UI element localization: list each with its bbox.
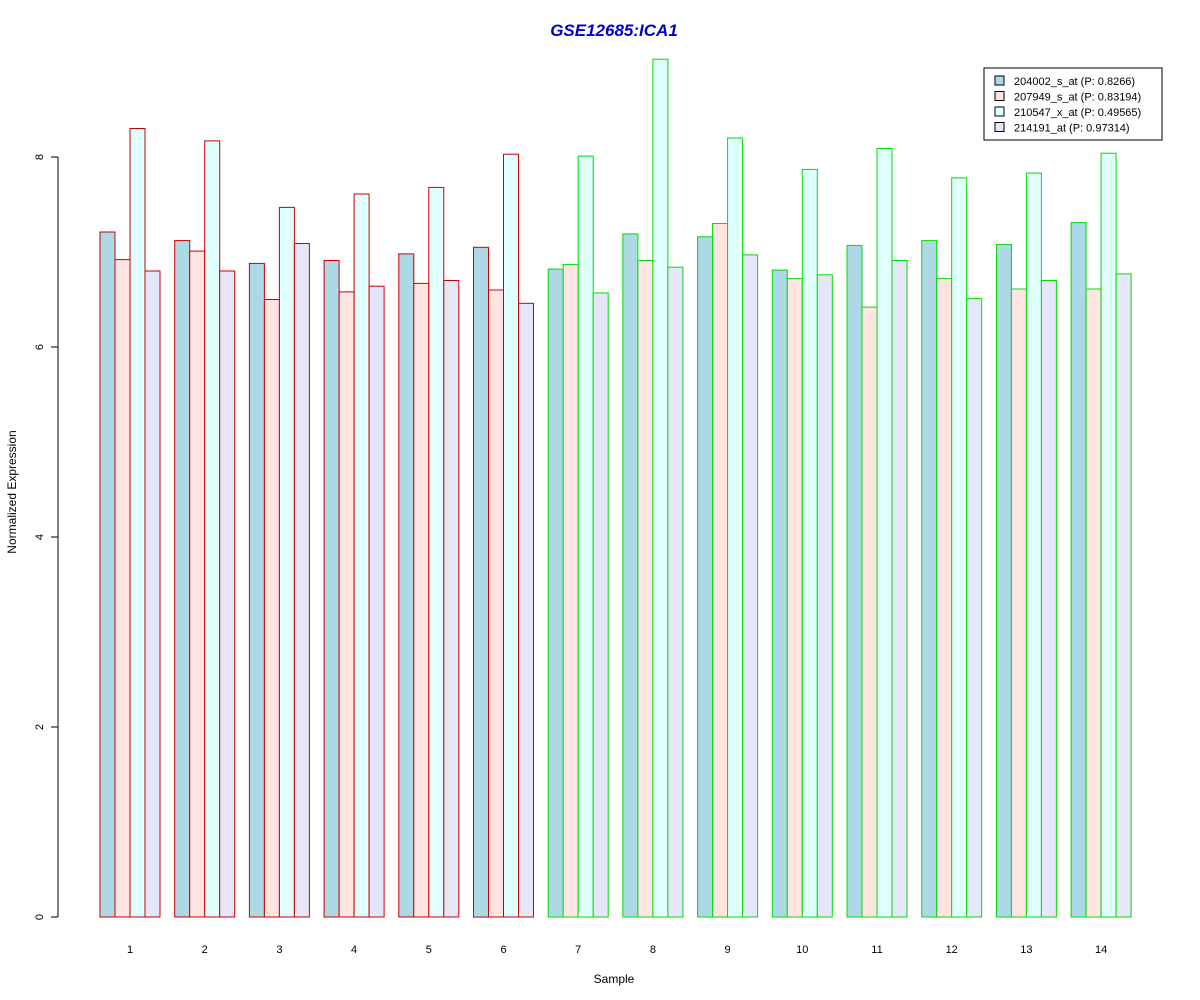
bar-sample-5-series-4 [443, 280, 460, 918]
bar-sample-4-series-4 [368, 285, 385, 918]
x-tick-label: 11 [871, 944, 882, 956]
bar-sample-5-series-1 [398, 253, 415, 918]
x-tick-label: 4 [351, 944, 357, 956]
legend-entry: 214191_at (P: 0.97314) [1014, 123, 1130, 135]
bar-sample-1-series-1 [99, 231, 116, 918]
legend-box [983, 67, 1163, 141]
bar-sample-3-series-3 [278, 206, 295, 918]
x-tick-label: 12 [946, 944, 958, 956]
bar-sample-2-series-3 [204, 140, 221, 918]
bar-sample-13-series-4 [1040, 280, 1057, 918]
x-tick-label: 1 [127, 944, 133, 956]
bar-sample-14-series-4 [1115, 273, 1132, 918]
bar-sample-10-series-3 [801, 168, 818, 918]
bar-sample-3-series-2 [263, 299, 280, 918]
bar-sample-14-series-1 [1070, 222, 1087, 918]
legend-entry: 204002_s_at (P: 0.8266) [1014, 76, 1135, 88]
bars-layer [99, 58, 1132, 918]
bar-sample-1-series-4 [144, 270, 161, 918]
bar-sample-9-series-1 [697, 236, 714, 918]
bar-sample-12-series-2 [936, 278, 953, 918]
bar-sample-10-series-1 [771, 269, 788, 918]
y-tick-label: 2 [34, 724, 46, 730]
bar-sample-1-series-3 [129, 128, 146, 918]
legend-entry: 207949_s_at (P: 0.83194) [1014, 92, 1141, 104]
bar-sample-13-series-3 [1025, 172, 1042, 918]
x-tick-label: 8 [650, 944, 656, 956]
bar-sample-12-series-1 [921, 240, 938, 918]
bar-sample-3-series-4 [293, 243, 310, 918]
x-tick-label: 13 [1020, 944, 1032, 956]
legend-entry: 210547_x_at (P: 0.49565) [1014, 107, 1141, 119]
legend: 204002_s_at (P: 0.8266) 207949_s_at (P: 0… [983, 67, 1163, 141]
bar-sample-10-series-4 [816, 274, 833, 918]
bar-sample-11-series-2 [861, 306, 878, 918]
bar-sample-8-series-4 [667, 266, 684, 918]
x-tick-label: 5 [426, 944, 432, 956]
x-tick-label: 7 [575, 944, 581, 956]
bar-sample-8-series-1 [622, 233, 639, 918]
bar-sample-4-series-3 [353, 193, 370, 918]
bar-sample-11-series-3 [876, 148, 893, 918]
legend-swatch [994, 75, 1005, 86]
x-tick-label: 14 [1095, 944, 1107, 956]
legend-swatch [994, 106, 1005, 117]
bar-sample-14-series-2 [1085, 288, 1102, 918]
chart-title: GSE12685:ICA1 [550, 21, 678, 40]
bar-sample-6-series-3 [503, 153, 519, 918]
x-tick-label: 6 [500, 944, 506, 956]
bar-sample-7-series-1 [547, 268, 564, 918]
bar-sample-4-series-1 [323, 260, 340, 918]
legend-swatch [994, 122, 1005, 132]
bar-sample-5-series-3 [428, 186, 445, 918]
bar-sample-5-series-2 [413, 282, 430, 918]
bar-sample-9-series-3 [727, 137, 744, 918]
bar-sample-2-series-4 [219, 270, 236, 918]
y-tick-label: 8 [34, 154, 46, 160]
bar-sample-9-series-4 [742, 254, 759, 918]
bar-sample-12-series-3 [951, 177, 968, 918]
bar-sample-7-series-2 [562, 263, 579, 918]
x-axis: 1 2 3 4 5 6 7 8 9 10 11 12 13 14 [127, 944, 1107, 956]
bar-sample-1-series-2 [114, 259, 131, 918]
bar-sample-3-series-1 [248, 262, 265, 918]
bar-sample-6-series-1 [473, 246, 489, 918]
y-tick-label: 4 [34, 534, 46, 540]
bar-sample-8-series-3 [652, 58, 669, 918]
bar-sample-2-series-2 [189, 250, 206, 918]
y-axis-label: Normalized Expression [5, 430, 19, 553]
bar-sample-6-series-4 [518, 302, 534, 918]
x-tick-label: 3 [276, 944, 282, 956]
bar-sample-10-series-2 [786, 278, 803, 918]
y-axis: 0 2 4 6 8 [34, 154, 59, 920]
bar-sample-4-series-2 [338, 291, 355, 918]
y-tick-label: 6 [34, 344, 46, 350]
bar-sample-7-series-4 [592, 292, 609, 918]
bar-sample-13-series-1 [995, 243, 1012, 918]
x-tick-label: 10 [796, 944, 808, 956]
x-tick-label: 9 [725, 944, 731, 956]
bar-sample-9-series-2 [712, 223, 729, 918]
bar-sample-14-series-3 [1100, 152, 1117, 918]
bar-sample-6-series-2 [488, 289, 504, 918]
bar-sample-11-series-1 [846, 244, 863, 918]
bar-sample-2-series-1 [174, 240, 191, 918]
x-axis-label: Sample [594, 972, 635, 986]
bar-sample-7-series-3 [577, 155, 594, 918]
y-tick-label: 0 [34, 914, 46, 920]
bar-sample-12-series-4 [966, 298, 983, 918]
x-tick-label: 2 [202, 944, 208, 956]
bar-sample-13-series-2 [1010, 288, 1027, 918]
bar-sample-11-series-4 [891, 260, 908, 918]
legend-swatch [994, 91, 1005, 101]
bar-sample-8-series-2 [637, 260, 654, 918]
